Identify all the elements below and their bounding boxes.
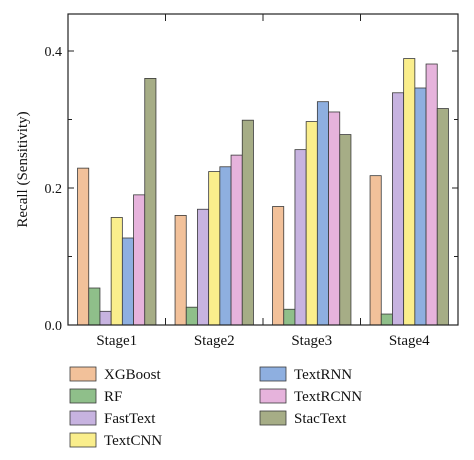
bar-textrcnn-stage1 — [133, 194, 146, 326]
bar-xgboost-stage1 — [77, 167, 90, 326]
bar-fasttext-stage2 — [197, 208, 210, 326]
legend-label-textcnn: TextCNN — [104, 433, 162, 449]
plot-area — [77, 58, 449, 326]
x-tick-label: Stage3 — [291, 333, 332, 349]
bar-stactext-stage2 — [241, 119, 254, 326]
legend-swatch-fasttext — [69, 410, 97, 426]
x-tick-label: Stage1 — [96, 333, 137, 349]
bar-fasttext-stage4 — [392, 92, 405, 326]
bar-textcnn-stage4 — [403, 58, 416, 326]
bar-xgboost-stage4 — [369, 175, 382, 326]
bar-textrnn-stage2 — [219, 166, 232, 326]
bar-stactext-stage3 — [339, 134, 352, 326]
legend-swatch-textrcnn — [259, 388, 287, 404]
bar-textrnn-stage4 — [414, 87, 427, 326]
bar-textcnn-stage3 — [305, 121, 318, 326]
legend-swatch-textrnn — [259, 366, 287, 382]
bar-rf-stage1 — [88, 287, 101, 326]
legend-label-fasttext: FastText — [104, 411, 156, 427]
legend-swatch-textcnn — [69, 432, 97, 448]
bar-rf-stage4 — [380, 313, 393, 326]
x-tick-label: Stage2 — [194, 333, 235, 349]
bar-textrcnn-stage3 — [328, 111, 341, 326]
bar-stactext-stage4 — [436, 108, 449, 326]
y-tick-label: 0.4 — [45, 45, 63, 60]
bar-fasttext-stage3 — [294, 149, 307, 326]
bar-stactext-stage1 — [144, 78, 157, 326]
legend-label-xgboost: XGBoost — [104, 367, 162, 383]
legend-label-textrcnn: TextRCNN — [294, 389, 362, 405]
axes: 0.0 0.2 0.4 Recall (Sensitivity) Stage1 Stage… — [15, 13, 459, 349]
legend-swatch-rf — [69, 388, 97, 404]
bar-xgboost-stage2 — [174, 214, 187, 326]
y-tick-label: 0.0 — [45, 319, 63, 334]
legend: XGBoost RF FastText TextCNN TextRNN TextRCNN S… — [69, 366, 362, 449]
bar-textcnn-stage2 — [208, 171, 221, 326]
legend-swatch-xgboost — [69, 366, 97, 382]
y-axis-label: Recall (Sensitivity) — [15, 111, 31, 227]
bar-textrcnn-stage4 — [425, 63, 438, 326]
bar-rf-stage2 — [185, 306, 198, 326]
legend-label-textrnn: TextRNN — [294, 367, 352, 383]
x-tick-label: Stage4 — [389, 333, 430, 349]
legend-label-rf: RF — [104, 389, 122, 405]
bar-xgboost-stage3 — [272, 206, 285, 326]
bar-fasttext-stage1 — [99, 310, 112, 326]
bar-textcnn-stage1 — [110, 217, 123, 326]
bar-textrnn-stage1 — [121, 237, 134, 326]
bar-rf-stage3 — [283, 308, 296, 326]
bar-textrnn-stage3 — [316, 101, 329, 326]
y-tick-label: 0.2 — [45, 182, 63, 197]
legend-swatch-stactext — [259, 410, 287, 426]
legend-label-stactext: StacText — [294, 411, 347, 427]
bar-textrcnn-stage2 — [230, 154, 243, 326]
